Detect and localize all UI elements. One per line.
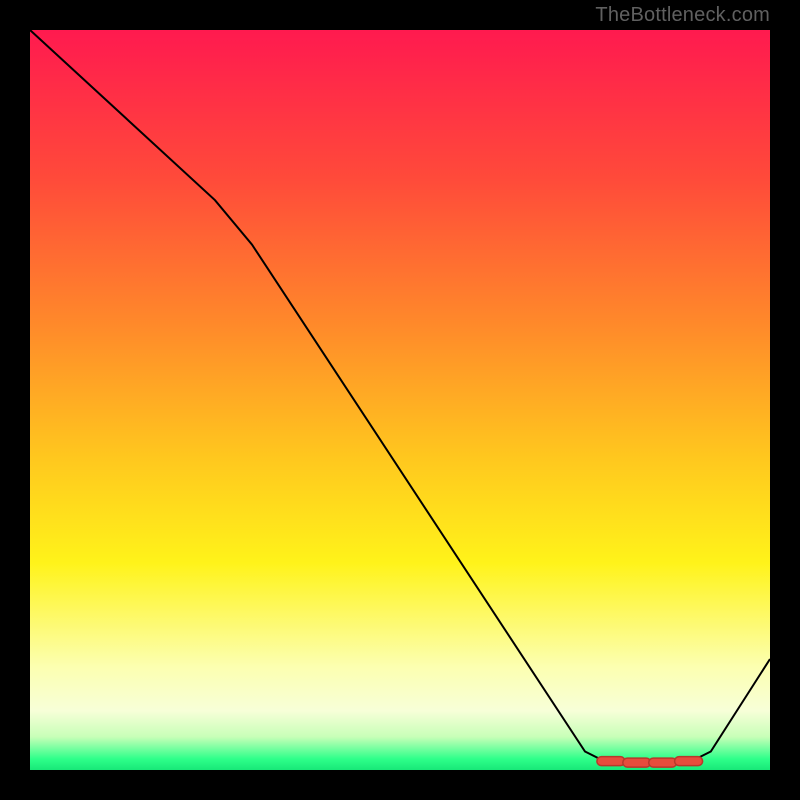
- plot-svg: [30, 30, 770, 770]
- optimal-marker: [623, 758, 651, 767]
- optimal-marker: [649, 758, 677, 767]
- optimal-marker: [597, 757, 625, 766]
- watermark-text: TheBottleneck.com: [595, 4, 770, 27]
- gradient-background: [30, 30, 770, 770]
- optimal-marker: [675, 757, 703, 766]
- chart-container: TheBottleneck.com: [0, 0, 800, 800]
- plot-area: [30, 30, 770, 770]
